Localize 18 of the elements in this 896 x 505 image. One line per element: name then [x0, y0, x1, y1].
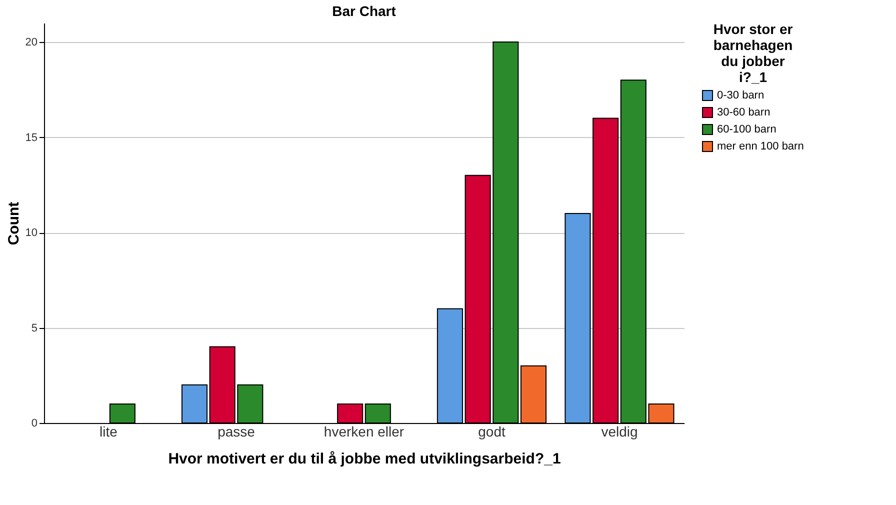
- y-tick-label: 0: [31, 418, 38, 430]
- legend-label: mer enn 100 barn: [717, 140, 804, 152]
- legend-label: 30-60 barn: [717, 106, 770, 118]
- chart-title: Bar Chart: [332, 3, 396, 19]
- x-tick-label: veldig: [601, 424, 638, 440]
- x-axis-title: Hvor motivert er du til å jobbe med utviklingsarbeid?_1: [168, 450, 561, 468]
- x-tick-label: passe: [218, 424, 256, 440]
- legend-label: 60-100 barn: [717, 124, 776, 136]
- y-tick-label: 10: [25, 227, 38, 240]
- y-tick-label: 5: [31, 322, 38, 334]
- x-tick-label: lite: [100, 424, 118, 440]
- y-axis-title: Count: [5, 202, 22, 246]
- x-tick-label: hverken eller: [324, 424, 404, 440]
- legend-title: Hvor stor er barnehagen du jobber i?_1: [713, 21, 794, 85]
- x-tick-label: godt: [478, 424, 506, 440]
- y-tick-label: 20: [25, 36, 38, 49]
- legend-label: 0-30 barn: [717, 90, 764, 102]
- y-tick-label: 15: [25, 132, 38, 144]
